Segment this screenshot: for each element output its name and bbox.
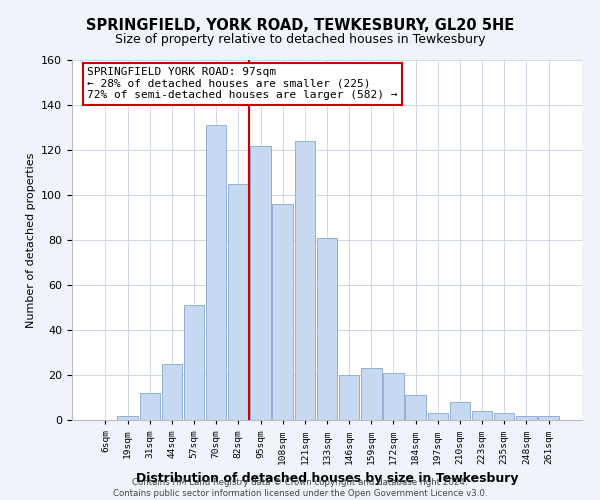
Bar [339,375,359,420]
Bar [272,204,293,420]
Text: Contains HM Land Registry data © Crown copyright and database right 2024.
Contai: Contains HM Land Registry data © Crown c… [113,478,487,498]
Bar [228,184,248,420]
Bar [184,305,204,420]
Bar [383,373,404,420]
Bar [140,393,160,420]
Bar [516,416,536,420]
Bar [295,141,315,420]
X-axis label: Distribution of detached houses by size in Tewkesbury: Distribution of detached houses by size … [136,472,518,485]
Bar [494,413,514,420]
Y-axis label: Number of detached properties: Number of detached properties [26,152,35,328]
Bar [450,402,470,420]
Bar [118,416,138,420]
Bar [472,411,493,420]
Bar [538,416,559,420]
Text: Size of property relative to detached houses in Tewkesbury: Size of property relative to detached ho… [115,32,485,46]
Bar [250,146,271,420]
Bar [428,413,448,420]
Bar [161,364,182,420]
Bar [206,125,226,420]
Text: SPRINGFIELD, YORK ROAD, TEWKESBURY, GL20 5HE: SPRINGFIELD, YORK ROAD, TEWKESBURY, GL20… [86,18,514,32]
Bar [406,395,426,420]
Text: SPRINGFIELD YORK ROAD: 97sqm
← 28% of detached houses are smaller (225)
72% of s: SPRINGFIELD YORK ROAD: 97sqm ← 28% of de… [88,67,398,100]
Bar [317,238,337,420]
Bar [361,368,382,420]
